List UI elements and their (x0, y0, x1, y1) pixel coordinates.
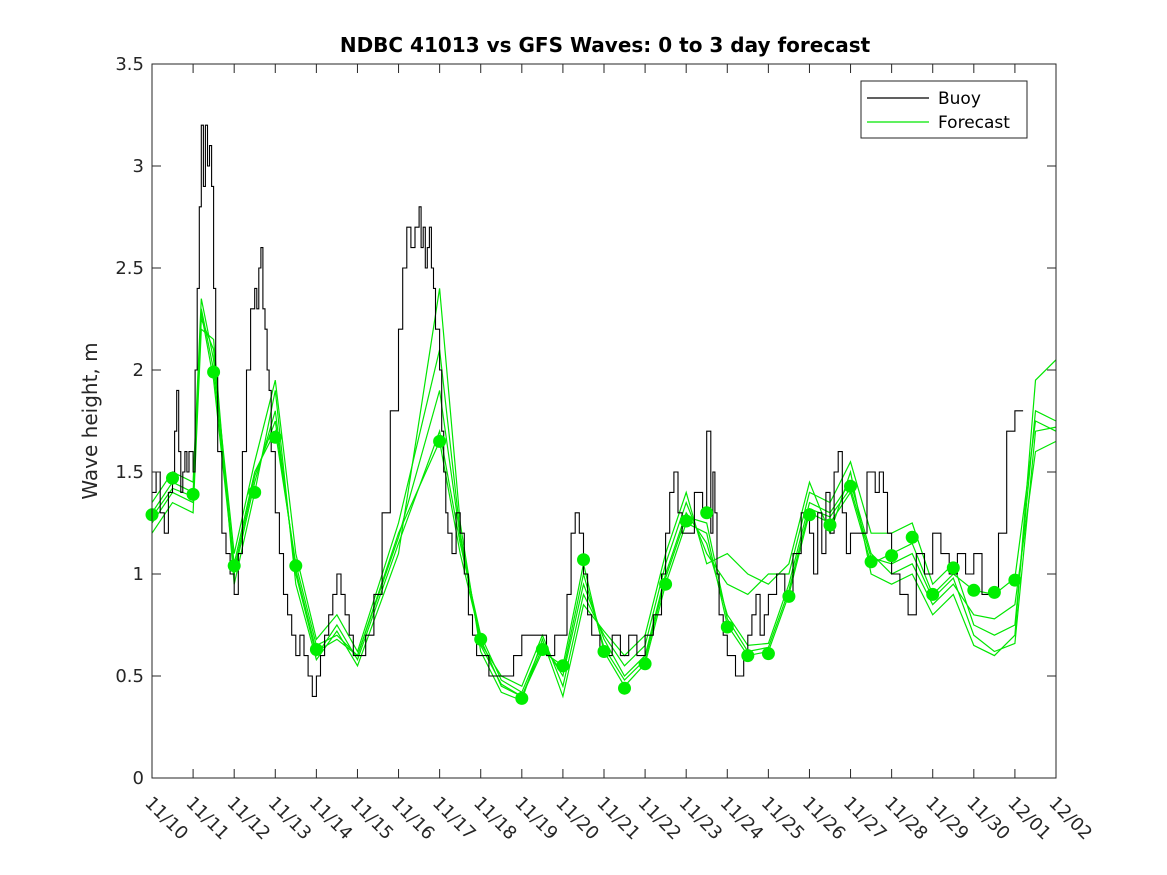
forecast-marker (864, 555, 878, 569)
forecast-line-5 (151, 312, 1057, 698)
forecast-marker (1008, 573, 1022, 587)
forecast-marker (803, 508, 816, 522)
forecast-marker (761, 647, 775, 661)
y-tick-label: 2 (133, 360, 144, 381)
legend-box (860, 80, 1028, 139)
forecast-marker (885, 549, 899, 563)
forecast-marker (823, 518, 837, 532)
forecast-marker (556, 659, 570, 673)
forecast-marker (782, 589, 796, 603)
forecast-marker (166, 471, 179, 485)
forecast-line-4 (151, 288, 1057, 702)
forecast-marker (638, 657, 652, 671)
legend-forecast-label: Forecast (938, 113, 1010, 133)
forecast-marker-group (145, 365, 1022, 705)
forecast-line-3 (151, 298, 1057, 689)
forecast-marker (679, 514, 693, 528)
y-tick-label: 3.5 (115, 54, 144, 75)
y-tick-label: 2.5 (115, 258, 144, 279)
forecast-marker (433, 434, 447, 448)
buoy-series-group (152, 124, 1024, 697)
forecast-marker (289, 559, 303, 573)
forecast-marker (515, 691, 529, 705)
forecast-marker (987, 585, 1001, 599)
forecast-marker (248, 485, 262, 499)
y-tick-label: 1 (133, 564, 144, 585)
forecast-marker (926, 587, 940, 601)
forecast-marker (535, 643, 549, 656)
forecast-marker (700, 506, 714, 520)
forecast-marker (474, 632, 488, 646)
legend: Buoy Forecast (860, 80, 1028, 139)
forecast-marker (597, 645, 611, 658)
y-tick-label: 0.5 (115, 666, 144, 687)
legend-buoy-label: Buoy (938, 89, 981, 109)
y-axis-label: Wave height, m (78, 342, 102, 499)
chart-title: NDBC 41013 vs GFS Waves: 0 to 3 day fore… (340, 33, 871, 57)
forecast-line-1 (151, 308, 1057, 698)
y-tick-label: 3 (133, 156, 144, 177)
forecast-marker (309, 643, 323, 656)
forecast-marker (268, 430, 282, 444)
forecast-marker (720, 620, 734, 634)
forecast-marker (659, 577, 673, 591)
forecast-marker (577, 553, 590, 567)
forecast-marker (741, 649, 755, 663)
forecast-marker (905, 530, 919, 544)
forecast-marker (946, 561, 960, 575)
y-tick-label: 1.5 (115, 462, 144, 483)
forecast-marker (844, 479, 857, 493)
forecast-marker (207, 365, 221, 379)
buoy-line (152, 124, 1024, 697)
plot-area (145, 63, 1057, 779)
forecast-marker (618, 681, 631, 695)
forecast-marker (227, 559, 241, 573)
y-tick-label: 0 (133, 768, 144, 789)
forecast-marker (967, 583, 981, 597)
forecast-marker (186, 487, 200, 501)
y-axis: 0 0.5 1 1.5 2 2.5 3 3.5 (115, 54, 1056, 789)
axes-background (152, 64, 1056, 778)
